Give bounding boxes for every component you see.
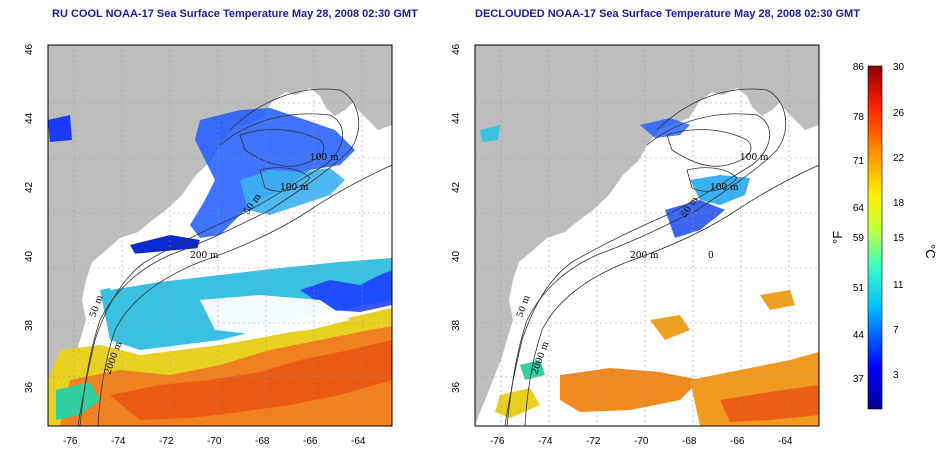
- colorbar-gradient: [867, 65, 883, 410]
- lon-tick--64: -64: [351, 436, 366, 447]
- right-lat-ticks: 36 38 40 42 44 46: [451, 43, 462, 393]
- lon-tick--76: -76: [490, 436, 505, 447]
- f-tick-78: 78: [853, 112, 865, 123]
- f-tick-64: 64: [853, 203, 865, 214]
- contour-label-200m: 200 m: [630, 251, 659, 261]
- lon-tick--74: -74: [538, 436, 553, 447]
- f-tick-51: 51: [853, 283, 865, 294]
- land-mass: [48, 45, 392, 426]
- lat-tick-38: 38: [24, 319, 35, 331]
- lat-tick-40: 40: [24, 250, 35, 262]
- cloud-areas-left: [110, 228, 392, 335]
- left-map-frame: [47, 44, 393, 427]
- left-lat-ticks: 36 38 40 42 44 46: [24, 43, 35, 393]
- right-lon-ticks: -76 -74 -72 -70 -68 -66 -64: [490, 436, 793, 447]
- lat-tick-46: 46: [24, 43, 35, 55]
- c-tick-26: 26: [893, 108, 905, 119]
- f-tick-86: 86: [853, 62, 865, 73]
- colorbar-c-ticks: 30 26 22 18 15 11 7 3: [893, 62, 905, 381]
- left-map: 200 m 100 m 100 m 50 m 50 m 2000 m 36 38…: [24, 43, 393, 447]
- colorbar-f-ticks: 86 78 71 64 59 51 44 37: [853, 62, 865, 385]
- contour-label-0: 0: [708, 251, 714, 261]
- left-lon-ticks: -76 -74 -72 -70 -68 -66 -64: [63, 436, 366, 447]
- right-map-frame: [474, 44, 820, 427]
- lon-tick--72: -72: [586, 436, 601, 447]
- f-tick-71: 71: [853, 156, 865, 167]
- lat-tick-36: 36: [24, 381, 35, 393]
- colorbar: 86 78 71 64 59 51 44 37 30 26 22 18 15 1…: [830, 62, 938, 410]
- lon-tick--70: -70: [634, 436, 649, 447]
- gridlines-right: [475, 45, 819, 426]
- contour-label-50m-b: 50 m: [515, 294, 532, 319]
- c-tick-3: 3: [893, 370, 899, 381]
- lat-tick-40: 40: [451, 250, 462, 262]
- celsius-unit-label: °C: [923, 244, 938, 259]
- nova-scotia: [747, 60, 819, 116]
- bathymetry-contours-right: [504, 88, 819, 426]
- f-tick-59: 59: [853, 233, 865, 244]
- lon-tick--66: -66: [303, 436, 318, 447]
- c-tick-11: 11: [893, 280, 904, 291]
- fahrenheit-unit-label: °F: [830, 231, 845, 244]
- lat-tick-42: 42: [24, 181, 35, 193]
- land-mass: [475, 45, 819, 426]
- right-map: 200 m 100 m 100 m 50 m 50 m 2000 m 0 36 …: [451, 43, 820, 447]
- sst-patches-right: [480, 118, 819, 426]
- c-tick-18: 18: [893, 198, 905, 209]
- lat-tick-44: 44: [24, 112, 35, 124]
- contour-label-50m-b: 50 m: [88, 294, 105, 319]
- left-map-title: RU COOL NOAA-17 Sea Surface Temperature …: [52, 8, 418, 20]
- nova-scotia: [320, 60, 392, 116]
- lat-tick-42: 42: [451, 181, 462, 193]
- lon-tick--66: -66: [730, 436, 745, 447]
- contour-label-100m-a: 100 m: [740, 153, 769, 163]
- c-tick-15: 15: [893, 233, 905, 244]
- lon-tick--72: -72: [159, 436, 174, 447]
- lat-tick-36: 36: [451, 381, 462, 393]
- contour-label-200m: 200 m: [190, 251, 219, 261]
- c-tick-7: 7: [893, 325, 899, 336]
- gridlines-left: [48, 45, 392, 426]
- lon-tick--76: -76: [63, 436, 78, 447]
- f-tick-44: 44: [853, 330, 865, 341]
- lat-tick-38: 38: [451, 319, 462, 331]
- lon-tick--68: -68: [682, 436, 697, 447]
- c-tick-30: 30: [893, 62, 905, 73]
- lat-tick-44: 44: [451, 112, 462, 124]
- contour-label-100m-b: 100 m: [280, 183, 309, 193]
- right-map-title: DECLOUDED NOAA-17 Sea Surface Temperatur…: [475, 8, 860, 20]
- lon-tick--70: -70: [207, 436, 222, 447]
- contour-label-2000m: 2000 m: [530, 340, 551, 376]
- contour-label-100m-b: 100 m: [710, 183, 739, 193]
- lon-tick--74: -74: [111, 436, 126, 447]
- lon-tick--64: -64: [778, 436, 793, 447]
- lon-tick--68: -68: [255, 436, 270, 447]
- lat-tick-46: 46: [451, 43, 462, 55]
- c-tick-22: 22: [893, 153, 905, 164]
- bathymetry-contours-left: [77, 88, 392, 426]
- f-tick-37: 37: [853, 374, 865, 385]
